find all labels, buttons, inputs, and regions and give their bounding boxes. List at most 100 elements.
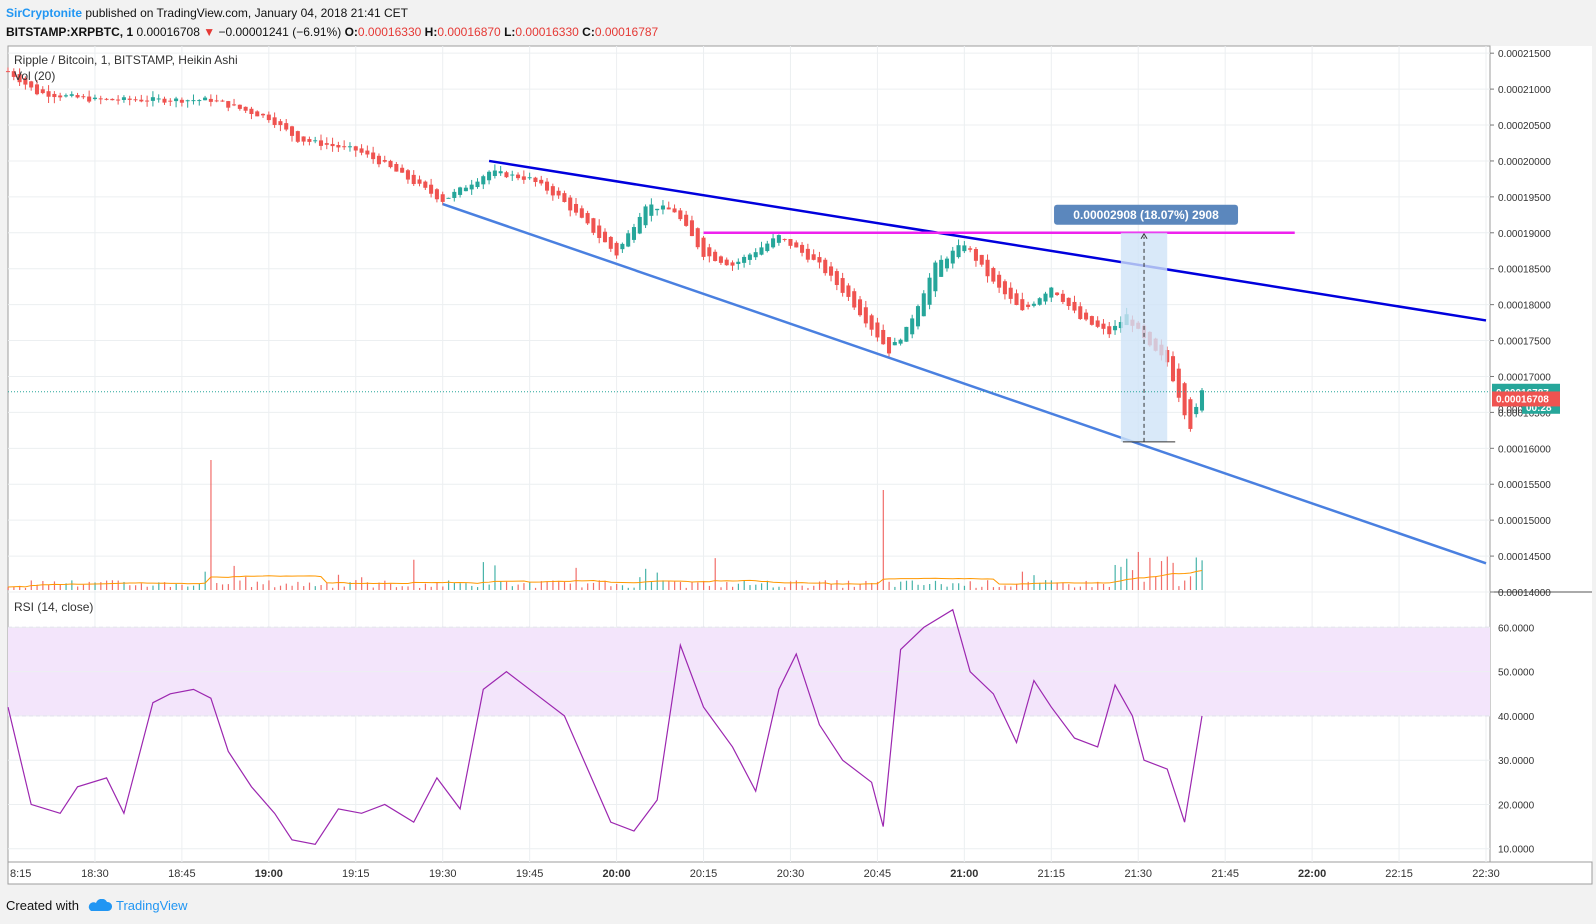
time-tick-label: 19:15	[342, 868, 370, 880]
candle	[1043, 291, 1048, 305]
candle-body	[295, 131, 300, 142]
volume-bar	[732, 586, 734, 590]
tradingview-link[interactable]: TradingView	[116, 898, 188, 913]
volume-bar	[1126, 558, 1128, 590]
volume-bar	[946, 586, 948, 590]
candle	[98, 95, 103, 105]
volume-bar	[256, 581, 258, 590]
volume-bar	[529, 581, 531, 590]
candle	[289, 125, 295, 142]
candle-body	[197, 100, 202, 102]
rsi-tick-label: 60.0000	[1498, 623, 1535, 634]
candle-body	[1089, 316, 1094, 325]
volume-bar	[737, 583, 740, 590]
price-tick-label: 0.00021000	[1498, 85, 1551, 96]
volume-bar	[482, 562, 484, 590]
volume-bar	[789, 581, 792, 590]
candle	[69, 91, 74, 98]
volume-bar	[274, 587, 276, 590]
candle	[898, 338, 903, 346]
candle-body	[585, 213, 590, 224]
candle-body	[956, 245, 961, 258]
volume-bar	[42, 581, 44, 590]
time-tick-label: 19:30	[429, 868, 457, 880]
candle-body	[707, 247, 712, 257]
candle-body	[203, 97, 208, 101]
candle	[446, 197, 451, 199]
candle	[34, 80, 40, 96]
volume-bar	[598, 580, 600, 590]
low-value: 0.00016330	[515, 25, 579, 39]
volume-bar	[1044, 580, 1047, 590]
candle	[46, 85, 51, 103]
author-link[interactable]: SirCryptonite	[6, 6, 83, 20]
volume-bar	[836, 580, 838, 590]
candle-body	[52, 93, 57, 98]
candle-body	[382, 160, 387, 162]
volume-bar	[540, 581, 542, 590]
volume-bar	[250, 587, 253, 590]
candle-body	[469, 184, 474, 190]
candle	[307, 136, 312, 146]
candle-body	[46, 91, 51, 97]
candle-body	[5, 71, 11, 73]
volume-bar	[1056, 582, 1058, 590]
volume-bar	[1137, 551, 1139, 590]
volume-bar	[476, 587, 479, 590]
candle-body	[301, 136, 306, 142]
volume-bar	[714, 558, 716, 590]
volume-bar	[488, 584, 490, 590]
candle	[243, 106, 248, 114]
candle	[550, 183, 555, 201]
candle	[504, 170, 509, 179]
volume-bar	[395, 587, 398, 590]
price-axis	[1490, 46, 1592, 862]
measure-label-box	[1054, 204, 1239, 225]
candle-body	[1072, 301, 1077, 311]
candle	[881, 324, 886, 345]
volume-bar	[813, 585, 815, 590]
volume-bar	[308, 582, 311, 590]
candle	[481, 174, 486, 190]
volume-bar	[436, 582, 438, 590]
volume-bar	[390, 583, 392, 590]
volume-bar	[621, 585, 624, 590]
candle-body	[336, 145, 341, 148]
candle-body	[794, 242, 799, 248]
candle	[910, 314, 915, 339]
candle-body	[660, 205, 665, 210]
candle-body	[1055, 292, 1060, 295]
volume-bar	[697, 582, 699, 590]
volume-bar	[546, 581, 548, 590]
candle-body	[1182, 383, 1187, 416]
candle-body	[915, 306, 921, 327]
volume-bar	[366, 582, 369, 590]
candle	[510, 170, 515, 181]
candle-body	[458, 187, 463, 195]
candle-body	[17, 74, 22, 83]
price-tick-label: 0.00014000	[1498, 588, 1551, 599]
candle	[1020, 292, 1025, 311]
candle	[915, 304, 921, 330]
candle-body	[939, 259, 944, 277]
candle-body	[875, 322, 880, 338]
candle	[1037, 297, 1042, 306]
candle-body	[324, 143, 329, 145]
candle-body	[498, 171, 503, 174]
volume-bar	[465, 583, 467, 590]
candle	[1182, 381, 1187, 420]
candle	[301, 136, 306, 146]
candle	[568, 195, 573, 217]
volume-bar	[575, 567, 577, 590]
candle	[660, 200, 665, 215]
volume-bar	[129, 585, 131, 590]
candle-body	[811, 254, 816, 260]
price-tick-label: 0.00020500	[1498, 121, 1551, 132]
volume-bar	[77, 586, 79, 590]
volume-bar	[1114, 564, 1116, 590]
candle-body	[614, 242, 619, 256]
time-tick-label: 21:45	[1211, 868, 1239, 880]
candle-body	[637, 216, 642, 234]
time-tick-label: 20:30	[777, 868, 805, 880]
